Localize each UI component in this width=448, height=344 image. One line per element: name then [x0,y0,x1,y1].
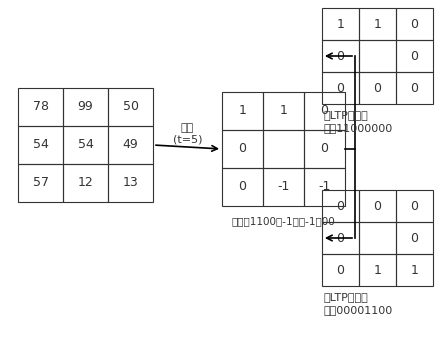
Bar [359,190,396,222]
Bar [396,222,433,254]
Bar [263,168,304,206]
Bar [108,126,153,164]
Bar [322,72,359,104]
Text: 1: 1 [239,105,246,118]
Bar [322,222,359,254]
Text: 12: 12 [78,176,93,190]
Bar [263,130,304,168]
Text: 1: 1 [374,264,381,277]
Text: 0: 0 [238,142,246,155]
Bar [359,254,396,286]
Text: 0: 0 [336,82,345,95]
Text: 编码：1100（-1）（-1）00: 编码：1100（-1）（-1）00 [232,216,336,226]
Text: 50: 50 [122,100,138,114]
Text: 0: 0 [374,200,382,213]
Text: 1: 1 [374,18,381,31]
Bar [322,254,359,286]
Bar [396,40,433,72]
Bar [18,164,63,202]
Bar [359,72,396,104]
Bar [222,168,263,206]
Text: -1: -1 [277,181,290,193]
Bar [18,88,63,126]
Text: 54: 54 [33,139,48,151]
Bar [359,222,396,254]
Bar [63,164,108,202]
Bar [322,190,359,222]
Bar [222,130,263,168]
Bar [304,168,345,206]
Bar [322,40,359,72]
Text: 0: 0 [410,232,418,245]
Bar [359,8,396,40]
Bar [263,92,304,130]
Text: 0: 0 [410,50,418,63]
Bar [304,130,345,168]
Text: 语LTP特征向: 语LTP特征向 [324,292,369,302]
Text: 54: 54 [78,139,94,151]
Text: -1: -1 [319,181,331,193]
Bar [396,190,433,222]
Text: 量：11000000: 量：11000000 [324,123,393,133]
Text: 0: 0 [336,50,345,63]
Text: 正LTP特征向: 正LTP特征向 [324,110,369,120]
Text: 1: 1 [280,105,288,118]
Text: 0: 0 [336,200,345,213]
Text: 1: 1 [410,264,418,277]
Bar [222,92,263,130]
Text: 99: 99 [78,100,93,114]
Text: 0: 0 [410,82,418,95]
Bar [396,72,433,104]
Bar [18,126,63,164]
Text: 78: 78 [33,100,48,114]
Bar [396,8,433,40]
Text: 0: 0 [238,181,246,193]
Bar [359,40,396,72]
Bar [322,8,359,40]
Bar [108,88,153,126]
Bar [396,254,433,286]
Bar [63,126,108,164]
Text: 0: 0 [336,232,345,245]
Text: (t=5): (t=5) [173,134,202,144]
Text: 0: 0 [320,105,328,118]
Text: 阀値: 阀値 [181,123,194,133]
Bar [108,164,153,202]
Text: 量：00001100: 量：00001100 [324,305,393,315]
Text: 1: 1 [336,18,345,31]
Text: 13: 13 [123,176,138,190]
Text: 0: 0 [374,82,382,95]
Text: 0: 0 [410,200,418,213]
Text: 49: 49 [123,139,138,151]
Text: 0: 0 [336,264,345,277]
Text: 57: 57 [33,176,48,190]
Text: 0: 0 [410,18,418,31]
Text: 0: 0 [320,142,328,155]
Bar [304,92,345,130]
Bar [63,88,108,126]
